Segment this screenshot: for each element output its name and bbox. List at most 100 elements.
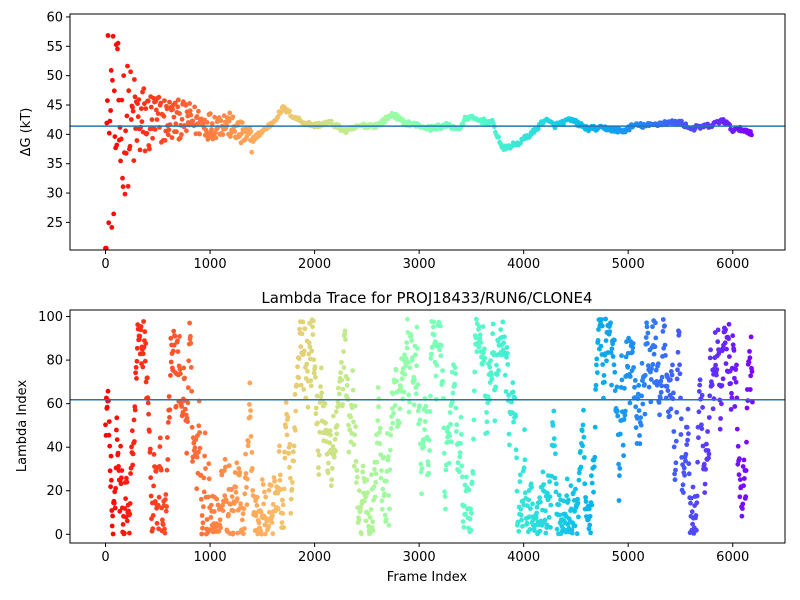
scatter-point [121, 73, 127, 78]
scatter-point [463, 511, 468, 517]
scatter-point [746, 359, 752, 365]
scatter-point [141, 344, 147, 350]
scatter-point [668, 377, 673, 383]
top-scatter-points [103, 33, 754, 251]
scatter-point [461, 503, 467, 509]
scatter-point [426, 470, 432, 476]
scatter-point [425, 462, 431, 468]
scatter-point [503, 389, 509, 394]
scatter-point [233, 484, 239, 490]
scatter-point [645, 330, 651, 336]
scatter-point [288, 496, 294, 502]
scatter-point [476, 324, 482, 330]
scatter-point [416, 421, 422, 427]
scatter-point [743, 494, 749, 500]
scatter-point [514, 455, 519, 461]
scatter-point [422, 427, 427, 432]
scatter-point [322, 401, 328, 406]
scatter-point [498, 327, 504, 332]
scatter-point [343, 337, 348, 342]
scatter-point [118, 158, 123, 164]
scatter-point [418, 469, 424, 475]
scatter-point [717, 426, 723, 432]
scatter-point [557, 512, 562, 518]
scatter-point [488, 358, 493, 363]
scatter-point [150, 526, 156, 532]
scatter-point [313, 374, 318, 380]
y-tick-label: 60 [46, 10, 63, 25]
scatter-point [404, 345, 410, 351]
scatter-point [280, 502, 286, 508]
scatter-point [556, 502, 562, 508]
scatter-point [415, 382, 421, 387]
scatter-point [372, 466, 377, 472]
scatter-point [600, 362, 606, 367]
scatter-point [106, 220, 112, 226]
scatter-point [285, 414, 291, 420]
scatter-point [513, 413, 519, 419]
scatter-point [599, 317, 604, 322]
y-tick-label: 30 [46, 187, 63, 202]
scatter-point [147, 146, 152, 152]
scatter-point [170, 348, 176, 354]
scatter-point [706, 451, 712, 457]
scatter-point [442, 494, 448, 499]
scatter-point [165, 420, 171, 425]
scatter-point [132, 94, 138, 100]
scatter-point [170, 107, 176, 112]
scatter-point [291, 458, 297, 464]
scatter-point [715, 339, 721, 345]
scatter-point [115, 450, 121, 456]
scatter-point [171, 114, 177, 120]
scatter-point [704, 441, 709, 447]
scatter-point [111, 88, 117, 94]
scatter-point [293, 408, 299, 414]
scatter-point [226, 118, 232, 124]
scatter-point [714, 367, 720, 372]
scatter-point [119, 97, 125, 103]
scatter-point [489, 376, 495, 382]
scatter-point [162, 497, 168, 502]
scatter-point [621, 417, 627, 422]
scatter-point [127, 511, 133, 517]
scatter-point [407, 399, 412, 405]
scatter-point [496, 368, 501, 373]
scatter-point [662, 342, 668, 348]
x-tick-label: 2000 [298, 257, 331, 272]
scatter-point [622, 385, 627, 391]
scatter-point [208, 515, 214, 520]
scatter-point [466, 487, 472, 493]
scatter-point [161, 113, 167, 119]
scatter-point [519, 517, 524, 523]
scatter-point [564, 476, 570, 482]
scatter-point [226, 463, 232, 468]
scatter-point [707, 355, 713, 361]
scatter-point [474, 316, 479, 322]
scatter-point [399, 376, 405, 382]
scatter-point [222, 456, 228, 462]
scatter-point [630, 345, 636, 351]
scatter-point [684, 442, 690, 447]
scatter-point [291, 443, 297, 449]
scatter-point [383, 517, 389, 522]
scatter-point [277, 472, 283, 478]
scatter-point [212, 114, 218, 120]
scatter-point [699, 422, 704, 428]
scatter-point [594, 370, 600, 375]
scatter-point [352, 403, 358, 409]
scatter-point [177, 135, 183, 141]
scatter-point [338, 370, 343, 375]
x-tick-label: 5000 [612, 257, 645, 272]
scatter-point [458, 414, 464, 420]
scatter-point [213, 135, 219, 141]
scatter-point [737, 456, 742, 461]
scatter-point [747, 355, 753, 361]
scatter-point [374, 459, 380, 465]
scatter-point [186, 358, 192, 364]
scatter-point [417, 403, 422, 409]
scatter-point [247, 402, 252, 407]
scatter-point [190, 118, 196, 124]
scatter-point [414, 324, 420, 330]
scatter-point [245, 443, 251, 449]
scatter-point [197, 131, 203, 137]
